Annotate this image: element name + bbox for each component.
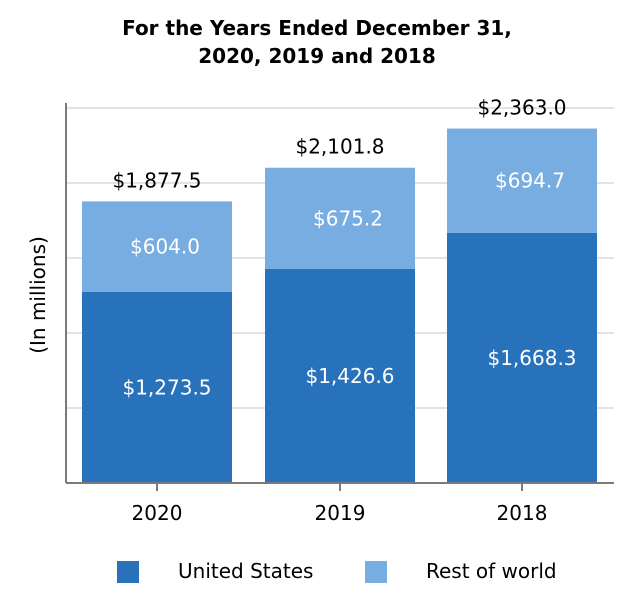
legend: United States Rest of world [0, 558, 634, 588]
chart-title: For the Years Ended December 31, 2020, 2… [0, 14, 634, 70]
bar-rest-of-world [265, 167, 415, 270]
bar-rest-of-world [82, 201, 232, 292]
data-label-united-states: $1,273.5 [122, 375, 211, 399]
legend-swatch-united-states [117, 561, 139, 583]
data-label-total: $2,101.8 [295, 135, 384, 159]
x-tick-label: 2018 [497, 501, 548, 525]
data-label-united-states: $1,668.3 [487, 346, 576, 370]
chart-title-line1: For the Years Ended December 31, [122, 16, 512, 40]
data-label-united-states: $1,426.6 [305, 364, 394, 388]
x-tick-label: 2019 [315, 501, 366, 525]
bar-rest-of-world [447, 128, 597, 233]
legend-label-rest-of-world: Rest of world [426, 559, 557, 583]
bar-united-states [265, 269, 415, 483]
data-label-total: $2,363.0 [477, 96, 566, 120]
x-tick-label: 2020 [132, 501, 183, 525]
data-label-total: $1,877.5 [112, 168, 201, 192]
bar-united-states [447, 232, 597, 483]
y-axis-label: (In millions) [26, 236, 50, 354]
legend-swatch-rest-of-world [365, 561, 387, 583]
legend-label-united-states: United States [178, 559, 314, 583]
data-label-rest-of-world: $675.2 [313, 206, 383, 230]
data-label-rest-of-world: $694.7 [495, 169, 565, 193]
chart-title-line2: 2020, 2019 and 2018 [198, 44, 436, 68]
bar-united-states [82, 291, 232, 483]
data-label-rest-of-world: $604.0 [130, 235, 200, 259]
